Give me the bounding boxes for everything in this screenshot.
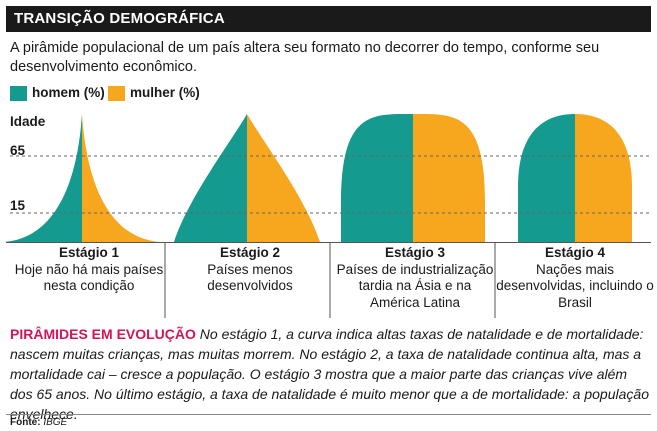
y-axis-label: Idade — [10, 114, 46, 129]
y-tick-label-15: 15 — [10, 198, 26, 213]
stage-4-men-area — [518, 114, 575, 242]
note-paragraph: PIRÂMIDES EM EVOLUÇÃO No estágio 1, a cu… — [10, 324, 650, 424]
stage-4-caption: Estágio 4 Nações mais desenvolvidas, inc… — [495, 245, 655, 311]
stage-3-title: Estágio 3 — [384, 245, 446, 260]
stage-3-description: Países de industrialização tardia na Ási… — [336, 261, 494, 310]
stage-1-description: Hoje não há mais países nesta condição — [14, 261, 164, 294]
stage-2-title: Estágio 2 — [219, 245, 281, 260]
stage-2-men-area — [174, 114, 247, 242]
legend-swatch-men — [10, 86, 27, 101]
stage-3-women-area — [413, 113, 485, 243]
stage-1-women-area — [82, 114, 160, 242]
stage-3-caption: Estágio 3 Países de industrialização tar… — [335, 245, 495, 311]
stage-3-men-area — [341, 113, 413, 243]
stage-4-women-area — [575, 114, 632, 242]
note-heading: PIRÂMIDES EM EVOLUÇÃO — [10, 326, 196, 342]
stage-2-women-area — [247, 114, 320, 242]
stage-2-caption: Estágio 2 Países menos desenvolvidos — [170, 245, 330, 295]
note-text: No estágio 1, a curva indica altas taxas… — [10, 326, 649, 422]
source-line: Fonte: IBGE — [10, 417, 67, 428]
legend-label-men: homem (%) — [32, 85, 105, 100]
title-bar: TRANSIÇÃO DEMOGRÁFICA — [6, 6, 651, 32]
stage-1-caption: Estágio 1 Hoje não há mais países nesta … — [9, 245, 169, 295]
legend-label-women: mulher (%) — [130, 85, 200, 100]
stage-1-title: Estágio 1 — [58, 245, 120, 260]
stage-2-description: Países menos desenvolvidos — [207, 261, 293, 294]
y-tick-label-65: 65 — [10, 143, 26, 158]
stage-1-men-area — [4, 114, 82, 242]
source-label: Fonte: — [10, 417, 41, 428]
page-title: TRANSIÇÃO DEMOGRÁFICA — [14, 10, 225, 27]
stage-4-description: Nações mais desenvolvidas, incluindo o B… — [496, 261, 654, 310]
subtitle: A pirâmide populacional de um país alter… — [10, 40, 600, 75]
stage-4-title: Estágio 4 — [544, 245, 606, 260]
source-value: IBGE — [43, 417, 68, 428]
source-divider — [6, 414, 651, 415]
legend-swatch-women — [108, 86, 125, 101]
